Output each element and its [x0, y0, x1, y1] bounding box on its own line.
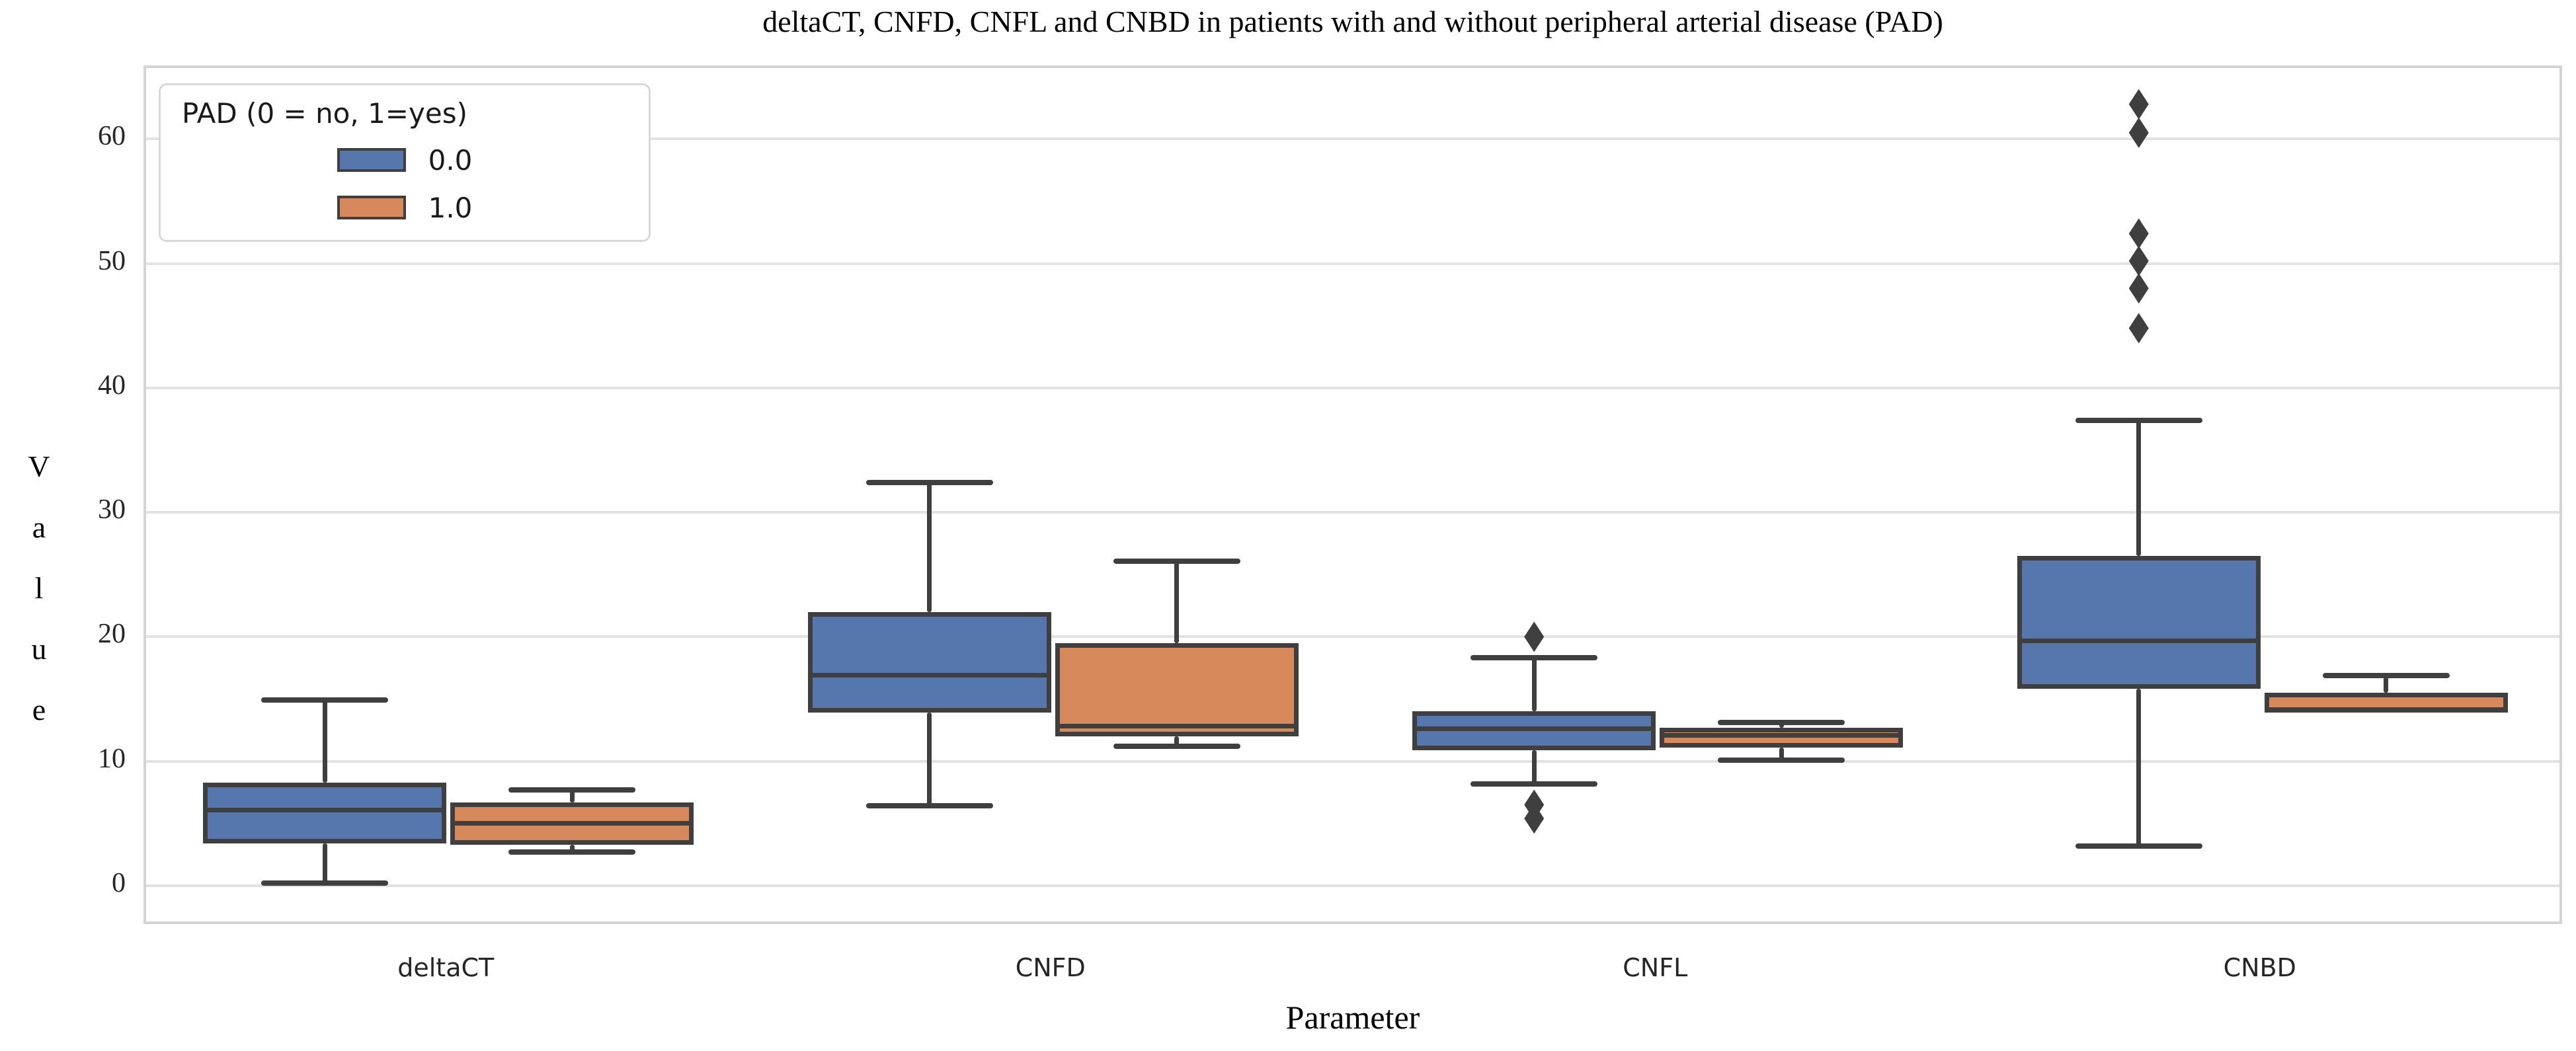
box-CNFD-pad1.0-lower-whisker	[1174, 736, 1180, 746]
box-deltaCT-pad1.0-lower-cap	[508, 849, 636, 855]
y-tick-label-20: 20	[98, 619, 126, 650]
legend-swatch-0.0	[337, 148, 406, 172]
y-axis-title-letter: V	[28, 449, 50, 483]
y-tick-label-50: 50	[98, 245, 126, 276]
box-deltaCT-pad1.0-upper-cap	[508, 787, 636, 793]
box-CNFL-pad1.0-lower-whisker	[1779, 747, 1784, 760]
x-axis-title: Parameter	[1285, 999, 1420, 1036]
box-CNBD-pad0.0-outlier-52.4	[2128, 218, 2149, 249]
box-CNFD-pad1.0-lower-cap	[1113, 744, 1240, 750]
chart-title: deltaCT, CNFD, CNFL and CNBD in patients…	[762, 5, 1943, 38]
gridline-y-50	[146, 262, 2559, 265]
box-CNBD-pad0.0-outlier-50.2	[2128, 245, 2149, 276]
gridline-y-30	[146, 511, 2559, 514]
x-tick-label-CNFD: CNFD	[1015, 953, 1086, 982]
box-deltaCT-pad0.0	[203, 782, 447, 843]
box-CNBD-pad1.0-median	[2269, 707, 2503, 712]
y-tick-label-60: 60	[98, 121, 126, 152]
legend-swatch-1.0	[337, 196, 406, 219]
box-CNFD-pad1.0-upper-cap	[1113, 558, 1240, 564]
box-deltaCT-pad0.0-upper-cap	[261, 697, 389, 703]
y-axis-title-letter: l	[34, 571, 44, 605]
y-tick-label-40: 40	[98, 370, 126, 401]
legend-entries: 0.0 1.0	[179, 136, 630, 231]
y-axis-title-letter: a	[32, 510, 46, 544]
box-CNFL-pad0.0-outlier-20	[1524, 621, 1545, 652]
box-deltaCT-pad0.0-median	[208, 807, 442, 812]
box-CNFD-pad1.0-upper-whisker	[1174, 561, 1180, 643]
box-CNFL-pad0.0-upper-whisker	[1531, 658, 1537, 712]
legend-entry-1.0: 1.0	[179, 184, 630, 231]
box-CNFD-pad0.0-lower-cap	[865, 803, 993, 809]
box-CNBD-pad0.0-outlier-48	[2128, 273, 2149, 304]
box-CNBD-pad0.0-median	[2021, 638, 2256, 643]
box-CNFD-pad0.0-upper-whisker	[927, 482, 932, 612]
box-deltaCT-pad0.0-upper-whisker	[322, 700, 327, 783]
box-CNBD-pad0.0	[2017, 555, 2261, 689]
legend-label-0.0: 0.0	[428, 143, 473, 176]
box-CNFL-pad1.0-lower-cap	[1718, 757, 1845, 763]
box-CNBD-pad0.0-lower-whisker	[2136, 689, 2142, 846]
legend-entry-0.0: 0.0	[179, 136, 630, 184]
gridline-y-0	[146, 884, 2559, 887]
x-tick-label-CNFL: CNFL	[1623, 953, 1688, 982]
box-deltaCT-pad1.0-lower-whisker	[569, 844, 575, 853]
box-deltaCT-pad0.0-lower-whisker	[322, 843, 327, 884]
box-CNBD-pad1.0-upper-whisker	[2384, 675, 2389, 693]
box-CNFL-pad0.0-upper-cap	[1470, 655, 1598, 661]
x-tick-label-deltaCT: deltaCT	[397, 953, 495, 982]
box-CNFD-pad0.0	[807, 611, 1051, 713]
box-CNFD-pad0.0-upper-cap	[865, 479, 993, 485]
box-CNFD-pad0.0-lower-whisker	[927, 713, 932, 806]
box-CNBD-pad0.0-lower-cap	[2075, 843, 2202, 849]
y-axis-title-letter: e	[32, 693, 46, 726]
legend-label-1.0: 1.0	[428, 191, 473, 224]
box-CNFD-pad1.0-median	[1059, 724, 1294, 729]
box-deltaCT-pad0.0-lower-cap	[261, 880, 389, 886]
box-deltaCT-pad1.0-median	[455, 821, 690, 826]
box-CNBD-pad1.0-upper-cap	[2322, 672, 2450, 678]
legend: PAD (0 = no, 1=yes) 0.0 1.0	[159, 83, 651, 242]
box-CNFL-pad0.0-lower-cap	[1470, 781, 1598, 787]
gridline-y-10	[146, 759, 2559, 763]
box-CNFL-pad1.0-median	[1664, 732, 1899, 738]
box-CNFL-pad0.0-median	[1417, 726, 1652, 732]
x-tick-label-CNBD: CNBD	[2223, 953, 2296, 982]
box-CNFL-pad1.0-upper-cap	[1718, 720, 1845, 726]
y-tick-label-0: 0	[112, 867, 126, 898]
box-CNFD-pad1.0	[1055, 642, 1299, 736]
box-CNBD-pad0.0-upper-cap	[2075, 417, 2202, 423]
box-CNBD-pad0.0-outlier-44.8	[2128, 313, 2149, 344]
gridline-y-20	[146, 635, 2559, 639]
box-CNBD-pad0.0-outlier-62.8	[2128, 89, 2149, 120]
plot-area	[143, 65, 2562, 924]
box-deltaCT-pad1.0-upper-whisker	[569, 789, 575, 802]
y-tick-label-10: 10	[98, 743, 126, 774]
legend-title: PAD (0 = no, 1=yes)	[182, 97, 467, 130]
y-tick-label-30: 30	[98, 494, 126, 526]
box-CNFL-pad0.0-lower-whisker	[1531, 750, 1537, 784]
box-CNBD-pad0.0-outlier-60.5	[2128, 117, 2149, 148]
box-CNFD-pad0.0-median	[812, 673, 1047, 678]
box-CNFL-pad1.0	[1660, 727, 1904, 748]
y-axis-title-letter: u	[31, 632, 47, 666]
box-CNBD-pad0.0-upper-whisker	[2136, 420, 2142, 556]
gridline-y-40	[146, 386, 2559, 389]
gridline-y-60	[146, 137, 2559, 141]
